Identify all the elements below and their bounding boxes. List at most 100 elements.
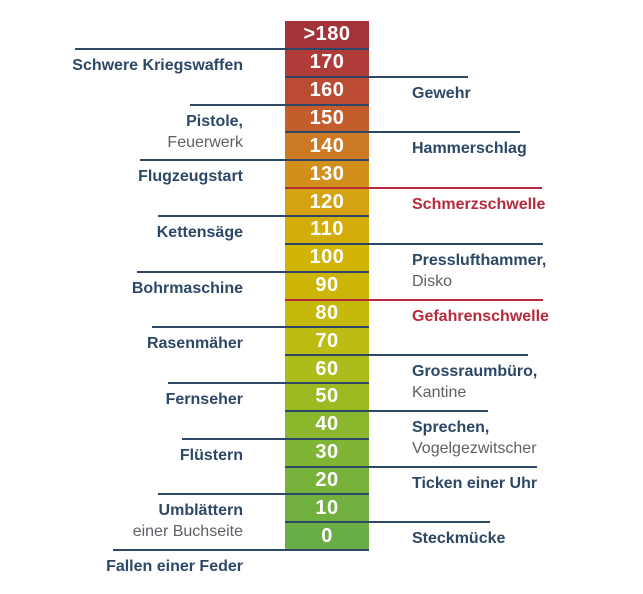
db-value-label: 0	[321, 524, 333, 547]
db-band-10: 10	[285, 494, 369, 523]
label-schwere-kriegswaffen: Schwere Kriegswaffen	[72, 56, 243, 76]
label-primary-text: Umblättern	[158, 502, 243, 520]
db-band-80: 80	[285, 299, 369, 328]
db-band-110: 110	[285, 215, 369, 244]
db-value-label: 160	[309, 79, 345, 102]
threshold-line-flugzeugstart	[140, 159, 369, 162]
label-sprechen-: Sprechen, Vogelgezwitscher	[412, 418, 537, 459]
db-band-30: 30	[285, 438, 369, 467]
label-primary-text: Schmerzschwelle	[412, 196, 546, 214]
db-value-label: 30	[315, 441, 339, 464]
db-band-60: 60	[285, 355, 369, 384]
db-value-label: 40	[315, 413, 339, 436]
threshold-line-gewehr	[285, 75, 468, 78]
db-band-70: 70	[285, 327, 369, 356]
db-value-label: 130	[309, 162, 345, 185]
label-ticken-einer-uhr: Ticken einer Uhr	[412, 474, 537, 494]
db-band-150: 150	[285, 104, 369, 133]
label-primary-text: Ticken einer Uhr	[412, 474, 538, 492]
threshold-line-rasenm-her	[152, 326, 369, 329]
db-band-120: 120	[285, 188, 369, 216]
threshold-line-pistole-	[190, 103, 369, 106]
threshold-line-steckm-cke	[285, 521, 490, 524]
db-value-label: 50	[315, 385, 339, 408]
threshold-line-kettens-ge	[158, 214, 369, 217]
label-hammerschlag: Hammerschlag	[412, 139, 527, 159]
label-primary-text: Pistole,	[186, 112, 243, 130]
label-secondary-text: Feuerwerk	[167, 133, 243, 151]
db-value-label: 140	[309, 134, 345, 157]
db-band-100: 100	[285, 243, 369, 272]
label-secondary-text: einer Buchseite	[132, 523, 243, 541]
db-band-160: 160	[285, 76, 369, 105]
label-pistole-: Pistole, Feuerwerk	[167, 112, 243, 153]
db-value-label: 80	[315, 301, 339, 324]
threshold-line-schwere-kriegswaffen	[75, 47, 369, 50]
label-primary-text: Fernseher	[165, 391, 243, 409]
threshold-line-fallen-einer-feder	[113, 549, 369, 552]
label-fl-stern: Flüstern	[180, 446, 243, 466]
label-primary-text: Presslufthammer,	[412, 251, 547, 269]
db-band-140: 140	[285, 132, 369, 161]
label-grossraumb-ro-: Grossraumbüro, Kantine	[412, 362, 537, 403]
db-value-label: 100	[309, 246, 345, 269]
threshold-line-schmerzschwelle	[285, 187, 542, 190]
db-value-label: 120	[309, 190, 345, 213]
db-value-label: 150	[309, 106, 345, 129]
label-bohrmaschine: Bohrmaschine	[132, 279, 243, 299]
db-value-label: 10	[315, 496, 339, 519]
label-presslufthammer-: Presslufthammer, Disko	[412, 251, 546, 292]
db-band-90: 90	[285, 271, 369, 300]
label-secondary-text: Kantine	[412, 384, 467, 402]
label-gewehr: Gewehr	[412, 84, 471, 104]
label-primary-text: Flüstern	[179, 446, 243, 464]
label-primary-text: Gewehr	[412, 84, 471, 102]
db-band-130: 130	[285, 160, 369, 189]
label-primary-text: Steckmücke	[412, 530, 506, 548]
label-schmerzschwelle: Schmerzschwelle	[412, 195, 545, 215]
db-band-20: 20	[285, 466, 369, 495]
db-value-label: 90	[315, 274, 339, 297]
label-primary-text: Grossraumbüro,	[412, 363, 538, 381]
label-umbl-ttern: Umblättern einer Buchseite	[133, 501, 243, 542]
db-value-label: >180	[303, 23, 351, 46]
label-primary-text: Kettensäge	[156, 223, 243, 241]
label-primary-text: Bohrmaschine	[131, 279, 243, 297]
label-primary-text: Rasenmäher	[146, 335, 243, 353]
label-gefahrenschwelle: Gefahrenschwelle	[412, 307, 549, 327]
threshold-line-grossraumb-ro-	[285, 354, 528, 357]
label-secondary-text: Disko	[412, 272, 453, 290]
label-primary-text: Gefahrenschwelle	[412, 307, 549, 325]
label-steckm-cke: Steckmücke	[412, 529, 505, 549]
db-value-label: 110	[310, 218, 344, 241]
db-value-label: 70	[315, 329, 339, 352]
label-fernseher: Fernseher	[166, 390, 243, 410]
threshold-line-fernseher	[168, 382, 369, 385]
label-primary-text: Hammerschlag	[412, 140, 527, 158]
threshold-line-sprechen-	[285, 409, 488, 412]
db-value-label: 20	[315, 469, 339, 492]
db-band-50: 50	[285, 383, 369, 411]
db-value-label: 170	[309, 51, 345, 74]
label-primary-text: Flugzeugstart	[138, 168, 243, 186]
threshold-line-presslufthammer-	[285, 242, 543, 245]
label-primary-text: Schwere Kriegswaffen	[72, 56, 243, 74]
threshold-line-ticken-einer-uhr	[285, 465, 537, 468]
label-rasenm-her: Rasenmäher	[147, 334, 243, 354]
threshold-line-bohrmaschine	[137, 270, 369, 273]
label-kettens-ge: Kettensäge	[157, 223, 243, 243]
db-band-gt180: >180	[285, 21, 369, 49]
db-band-170: 170	[285, 48, 369, 77]
label-fallen-einer-feder: Fallen einer Feder	[106, 557, 243, 577]
label-primary-text: Sprechen,	[412, 418, 490, 436]
label-flugzeugstart: Flugzeugstart	[138, 167, 243, 187]
threshold-line-hammerschlag	[285, 131, 520, 134]
label-secondary-text: Vogelgezwitscher	[412, 439, 537, 457]
db-value-label: 60	[315, 357, 339, 380]
label-primary-text: Fallen einer Feder	[106, 558, 243, 576]
threshold-line-gefahrenschwelle	[285, 298, 543, 301]
threshold-line-fl-stern	[182, 437, 369, 440]
db-band-40: 40	[285, 410, 369, 439]
db-band-0: 0	[285, 522, 369, 551]
